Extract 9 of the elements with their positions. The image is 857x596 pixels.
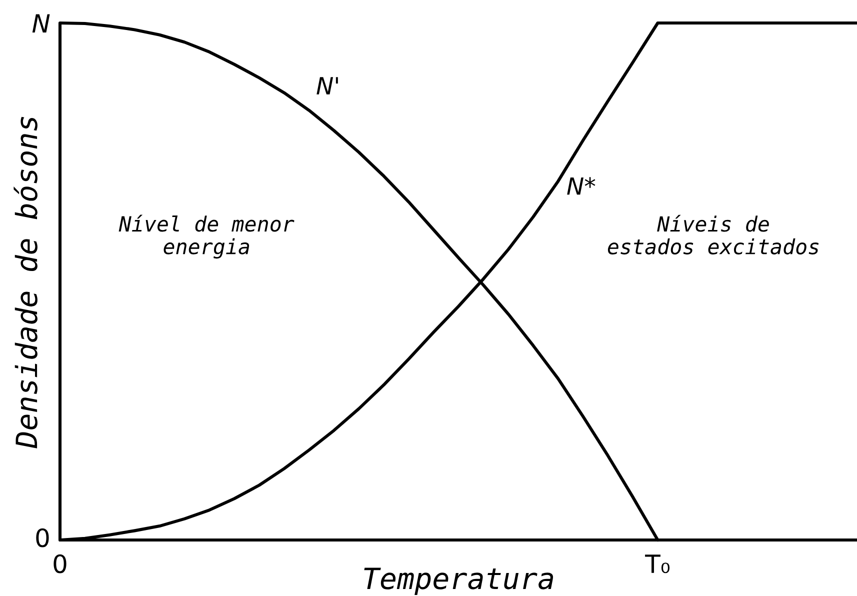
annotation: Nível de menor energia <box>118 214 294 259</box>
x-axis-title: Temperatura <box>364 568 554 596</box>
x-tick-label: T₀ <box>645 554 670 574</box>
text: N <box>32 14 50 32</box>
series-label: N' <box>316 77 338 94</box>
annotation: Níveis de estados excitados <box>608 214 819 254</box>
text: 0 <box>36 528 49 548</box>
series-label: N* <box>567 177 596 195</box>
y-axis-title: Densidade de bósons <box>14 116 38 448</box>
